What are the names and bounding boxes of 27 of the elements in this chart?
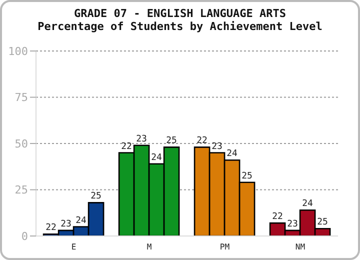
text: 24: [226, 149, 238, 160]
y-tick-label: 0: [21, 230, 28, 243]
chart-title: GRADE 07 - ENGLISH LANGUAGE ARTS: [73, 7, 287, 20]
chart-subtitle: Percentage of Students by Achievement Level: [36, 20, 324, 33]
text: 22: [196, 136, 208, 146]
x-tick-label: M: [146, 242, 152, 252]
x-tick-label: E: [71, 242, 76, 252]
text: 24: [302, 199, 313, 210]
series-label: 25: [90, 192, 102, 202]
y-tick-label: 75: [14, 91, 28, 104]
series-label: 23: [60, 219, 72, 230]
text: 23: [136, 134, 147, 144]
y-tick-label: 25: [14, 184, 28, 197]
text: 25: [317, 218, 328, 228]
text: 22: [272, 212, 283, 222]
text: 25: [242, 171, 252, 182]
text: 23: [212, 142, 222, 152]
series-label: 24: [76, 216, 86, 226]
text: 25: [166, 136, 177, 146]
y-tick-label: 100: [8, 44, 28, 58]
x-tick-label: PM: [220, 242, 230, 252]
x-tick-label: NM: [295, 242, 306, 252]
text: 22: [121, 142, 132, 152]
text: 23: [287, 219, 298, 230]
series-label: 22: [46, 223, 56, 234]
y-tick-label: 50: [14, 137, 28, 150]
text: 24: [151, 152, 162, 163]
